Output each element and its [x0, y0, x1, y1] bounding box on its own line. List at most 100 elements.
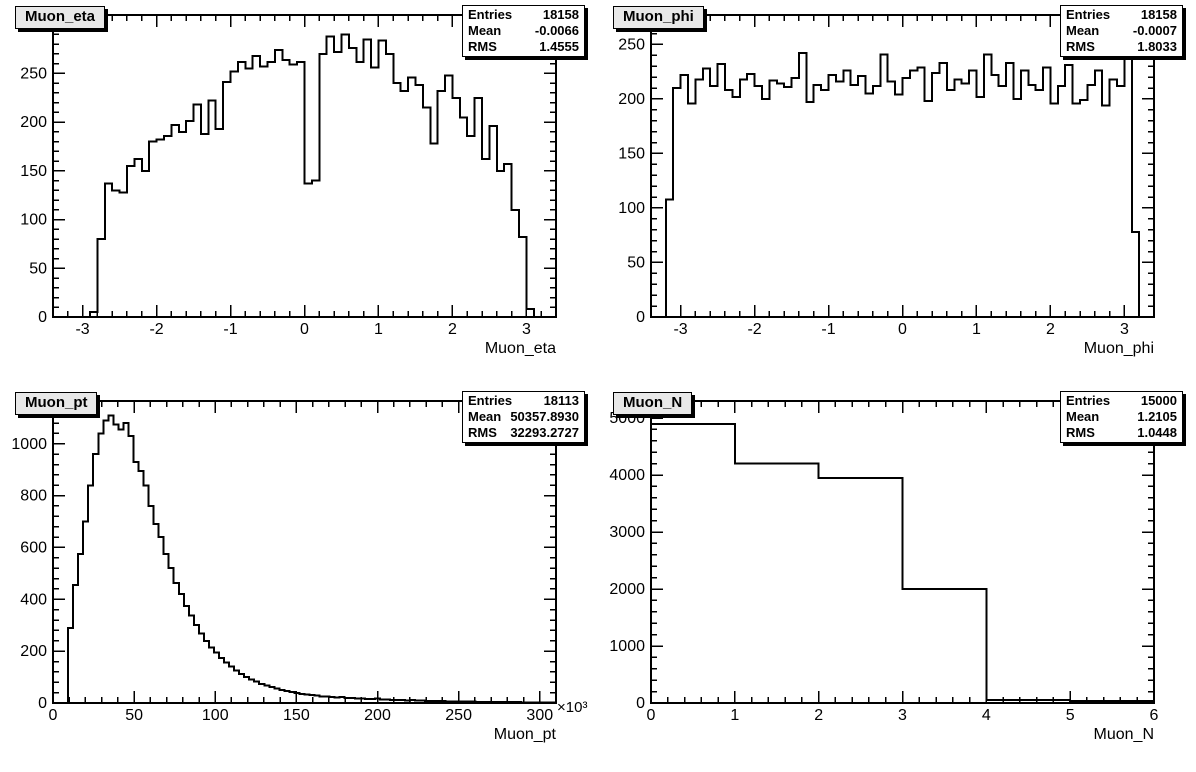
stats-entries-label: Entries	[468, 7, 513, 22]
svg-text:300: 300	[526, 707, 553, 724]
stats-box-muon-phi: Entries 18158 Mean -0.0007 RMS 1.8033	[1060, 5, 1183, 57]
stats-row-rms: RMS 1.8033	[1061, 39, 1182, 55]
svg-text:50: 50	[125, 707, 143, 724]
svg-text:Muon_eta: Muon_eta	[485, 340, 556, 357]
stats-rms-value: 32293.2727	[510, 425, 579, 440]
svg-text:400: 400	[20, 591, 47, 608]
muon-eta-plot: -3-2-10123050100150200250300Muon_eta	[20, 14, 557, 357]
svg-text:50: 50	[29, 260, 47, 277]
svg-text:0: 0	[300, 321, 309, 338]
svg-text:1: 1	[972, 321, 981, 338]
svg-text:4000: 4000	[609, 467, 645, 484]
svg-text:2: 2	[448, 321, 457, 338]
stats-mean-value: 50357.8930	[510, 409, 579, 424]
svg-text:250: 250	[20, 65, 47, 82]
svg-text:150: 150	[618, 145, 645, 162]
stats-mean-label: Mean	[468, 23, 502, 38]
svg-text:0: 0	[636, 309, 645, 326]
stats-mean-label: Mean	[1066, 409, 1100, 424]
stats-entries-label: Entries	[1066, 7, 1111, 22]
stats-box-muon-eta: Entries 18158 Mean -0.0066 RMS 1.4555	[462, 5, 585, 57]
stats-row-mean: Mean -0.0066	[463, 23, 584, 39]
stats-row-entries: Entries 18158	[463, 7, 584, 23]
svg-text:800: 800	[20, 488, 47, 505]
stats-box-muon-n: Entries 15000 Mean 1.2105 RMS 1.0448	[1060, 391, 1183, 443]
stats-row-mean: Mean -0.0007	[1061, 23, 1182, 39]
svg-text:-3: -3	[75, 321, 89, 338]
stats-rms-value: 1.8033	[1137, 39, 1177, 54]
stats-rms-value: 1.0448	[1137, 425, 1177, 440]
svg-text:-2: -2	[747, 321, 761, 338]
svg-text:1000: 1000	[609, 638, 645, 655]
title-box-muon-eta: Muon_eta	[15, 6, 106, 29]
svg-text:6: 6	[1150, 707, 1159, 724]
muon-pt-plot: 0 50 100 150 200 250 300 0 200 400 600 800 1000 Muon_…	[11, 400, 587, 743]
svg-text:200: 200	[20, 643, 47, 660]
stats-rms-label: RMS	[468, 425, 497, 440]
svg-text:0: 0	[38, 695, 47, 712]
stats-rms-label: RMS	[1066, 39, 1095, 54]
svg-text:0: 0	[636, 695, 645, 712]
pad-muon-phi: -3 -2 -1 0 1 2 3 0 50 100 150 200 250 Muon_phi Muon_p…	[598, 0, 1196, 386]
svg-text:Muon_N: Muon_N	[1094, 726, 1154, 743]
stats-rms-label: RMS	[1066, 425, 1095, 440]
svg-text:100: 100	[618, 200, 645, 217]
svg-text:1000: 1000	[11, 436, 47, 453]
svg-text:50: 50	[627, 254, 645, 271]
svg-text:2: 2	[814, 707, 823, 724]
stats-rms-value: 1.4555	[539, 39, 579, 54]
pad-muon-eta: -3-2-10123050100150200250300Muon_eta Muo…	[0, 0, 598, 386]
svg-text:×10³: ×10³	[557, 699, 587, 716]
svg-text:Muon_pt: Muon_pt	[494, 726, 557, 743]
svg-text:1: 1	[730, 707, 739, 724]
svg-text:150: 150	[283, 707, 310, 724]
stats-entries-value: 15000	[1140, 393, 1177, 408]
stats-mean-value: -0.0007	[1132, 23, 1177, 38]
pad-muon-n: 0 1 2 3 4 5 6 0 1000 2000 3000 4000 5000 Muon_N Muon_…	[598, 386, 1196, 772]
svg-text:3000: 3000	[609, 524, 645, 541]
svg-text:5: 5	[1066, 707, 1075, 724]
svg-text:200: 200	[618, 91, 645, 108]
stats-row-rms: RMS 32293.2727	[463, 425, 584, 441]
svg-text:200: 200	[364, 707, 391, 724]
svg-text:600: 600	[20, 539, 47, 556]
stats-box-muon-pt: Entries 18113 Mean 50357.8930 RMS 32293.…	[462, 391, 585, 443]
stats-entries-value: 18113	[543, 393, 579, 408]
svg-text:250: 250	[445, 707, 472, 724]
stats-row-rms: RMS 1.0448	[1061, 425, 1182, 441]
stats-entries-value: 18158	[1140, 7, 1177, 22]
svg-text:-1: -1	[223, 321, 237, 338]
stats-row-entries: Entries 18113	[463, 393, 584, 409]
svg-text:-1: -1	[821, 321, 835, 338]
svg-text:200: 200	[20, 114, 47, 131]
svg-text:0: 0	[38, 309, 47, 326]
title-box-muon-phi: Muon_phi	[613, 6, 704, 29]
svg-text:3: 3	[522, 321, 531, 338]
svg-text:1: 1	[374, 321, 383, 338]
svg-text:2: 2	[1046, 321, 1055, 338]
stats-row-entries: Entries 18158	[1061, 7, 1182, 23]
stats-row-entries: Entries 15000	[1061, 393, 1182, 409]
stats-mean-value: 1.2105	[1137, 409, 1177, 424]
svg-text:150: 150	[20, 163, 47, 180]
muon-phi-plot: -3 -2 -1 0 1 2 3 0 50 100 150 200 250 Muon_phi	[618, 10, 1155, 357]
svg-text:0: 0	[898, 321, 907, 338]
stats-row-mean: Mean 50357.8930	[463, 409, 584, 425]
stats-entries-label: Entries	[1066, 393, 1111, 408]
svg-text:Muon_phi: Muon_phi	[1084, 340, 1154, 357]
svg-text:100: 100	[202, 707, 229, 724]
svg-text:3: 3	[1120, 321, 1129, 338]
stats-mean-value: -0.0066	[534, 23, 579, 38]
svg-text:2000: 2000	[609, 581, 645, 598]
svg-text:4: 4	[982, 707, 991, 724]
stats-row-rms: RMS 1.4555	[463, 39, 584, 55]
svg-text:250: 250	[618, 36, 645, 53]
stats-mean-label: Mean	[468, 409, 502, 424]
svg-text:3: 3	[898, 707, 907, 724]
svg-text:0: 0	[647, 707, 656, 724]
title-box-muon-n: Muon_N	[613, 392, 693, 415]
svg-text:-3: -3	[673, 321, 687, 338]
stats-rms-label: RMS	[468, 39, 497, 54]
